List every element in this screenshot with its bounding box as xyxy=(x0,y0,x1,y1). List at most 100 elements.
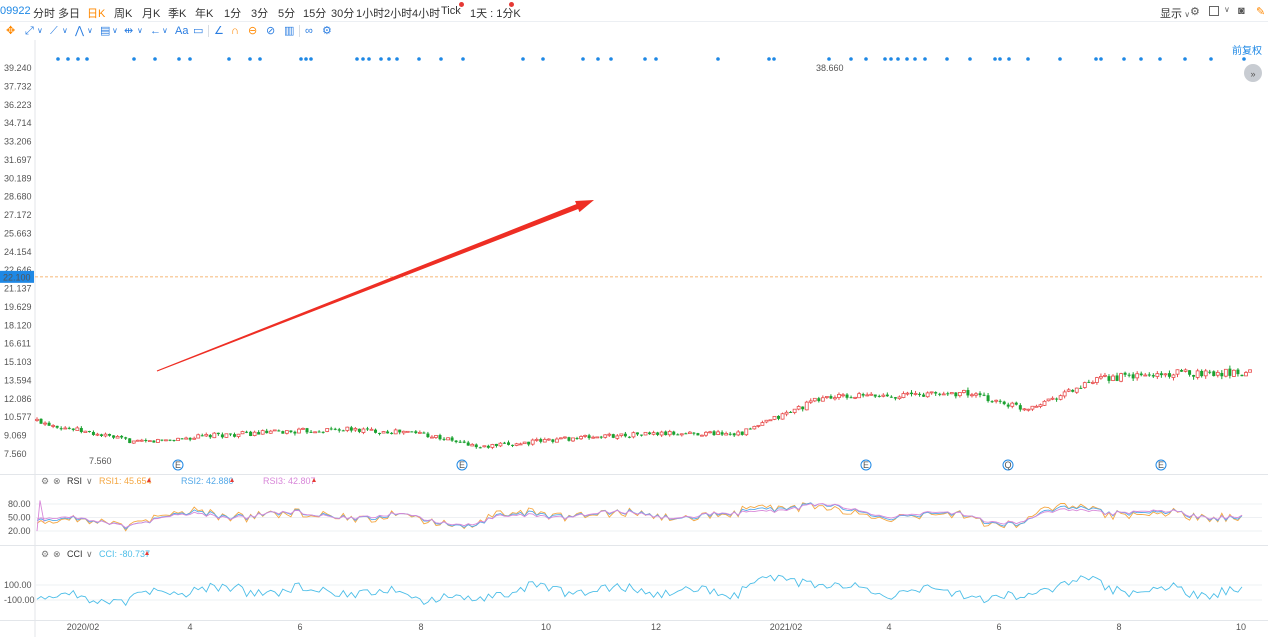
event-dot[interactable] xyxy=(993,57,997,61)
event-dot[interactable] xyxy=(596,57,600,61)
event-dot[interactable] xyxy=(439,57,443,61)
event-dot[interactable] xyxy=(1242,57,1246,61)
note-tool-icon[interactable]: ▭ xyxy=(193,25,204,37)
event-dot[interactable] xyxy=(153,57,157,61)
toolbar-settings-icon[interactable]: ⚙ xyxy=(322,25,332,37)
event-dot[interactable] xyxy=(379,57,383,61)
pencil-icon[interactable]: ✎ xyxy=(1256,6,1266,18)
event-dot[interactable] xyxy=(716,57,720,61)
event-dot[interactable] xyxy=(609,57,613,61)
line-tool-icon[interactable]: ⤢ xyxy=(25,25,34,37)
chevron-down-icon-wave[interactable]: ∨ xyxy=(87,26,93,35)
event-dot[interactable] xyxy=(248,57,252,61)
event-dot[interactable] xyxy=(643,57,647,61)
earnings-marker[interactable] xyxy=(456,459,468,471)
period-tab-daily[interactable]: 日K xyxy=(87,8,106,20)
event-dot[interactable] xyxy=(1026,57,1030,61)
period-tab-custom[interactable]: 1天 : 1分K xyxy=(470,8,521,20)
chevron-down-icon-trend[interactable]: ∨ xyxy=(62,26,68,35)
event-dot[interactable] xyxy=(309,57,313,61)
wave-tool-icon[interactable]: ⋀ xyxy=(75,25,85,37)
checkbox-icon[interactable] xyxy=(1209,6,1219,16)
period-tab-tick[interactable]: Tick xyxy=(441,5,461,17)
display-menu[interactable]: 显示 ∨ xyxy=(1160,5,1190,21)
event-dot[interactable] xyxy=(968,57,972,61)
event-dot[interactable] xyxy=(355,57,359,61)
eye-icon[interactable]: ⊘ xyxy=(266,25,276,37)
event-dot[interactable] xyxy=(417,57,421,61)
event-dot[interactable] xyxy=(827,57,831,61)
chevron-down-icon-2[interactable]: ∨ xyxy=(1224,5,1230,14)
event-dot[interactable] xyxy=(1139,57,1143,61)
arrow-tool-icon[interactable]: ← xyxy=(150,25,161,37)
event-dot[interactable] xyxy=(258,57,262,61)
period-tab-1min[interactable]: 1分 xyxy=(224,8,242,20)
event-dot[interactable] xyxy=(1058,57,1062,61)
event-dot[interactable] xyxy=(188,57,192,61)
period-tab-monthly[interactable]: 月K xyxy=(142,8,161,20)
event-dot[interactable] xyxy=(521,57,525,61)
text-tool-icon[interactable]: Aa xyxy=(175,25,189,37)
event-dot[interactable] xyxy=(299,57,303,61)
event-dot[interactable] xyxy=(56,57,60,61)
period-tab-4hour[interactable]: 4小时 xyxy=(412,8,441,20)
event-dot[interactable] xyxy=(461,57,465,61)
chevron-down-icon-arrow[interactable]: ∨ xyxy=(162,26,168,35)
event-dot[interactable] xyxy=(1183,57,1187,61)
event-dot[interactable] xyxy=(945,57,949,61)
period-tab-1hour[interactable]: 1小时 xyxy=(356,8,385,20)
trend-arrow[interactable] xyxy=(155,194,596,376)
trend-tool-icon[interactable]: ⟋ xyxy=(50,25,58,37)
event-dot[interactable] xyxy=(1099,57,1103,61)
event-dot[interactable] xyxy=(1158,57,1162,61)
event-dot[interactable] xyxy=(1094,57,1098,61)
period-tab-multiday[interactable]: 多日 xyxy=(58,8,80,20)
earnings-marker[interactable] xyxy=(1155,459,1167,471)
earnings-marker[interactable] xyxy=(860,459,872,471)
event-dot[interactable] xyxy=(85,57,89,61)
event-dot[interactable] xyxy=(76,57,80,61)
event-dot[interactable] xyxy=(541,57,545,61)
event-dot[interactable] xyxy=(849,57,853,61)
period-tab-yearly[interactable]: 年K xyxy=(195,8,214,20)
magnet-icon[interactable]: ∩ xyxy=(231,25,239,37)
earnings-marker[interactable] xyxy=(1002,459,1014,471)
event-dot[interactable] xyxy=(905,57,909,61)
event-dot[interactable] xyxy=(367,57,371,61)
settings-gear-icon[interactable]: ⚙ xyxy=(1190,6,1200,18)
collapse-button[interactable] xyxy=(1244,64,1262,82)
event-dot[interactable] xyxy=(227,57,231,61)
period-tab-5min[interactable]: 5分 xyxy=(278,8,296,20)
event-dot[interactable] xyxy=(998,57,1002,61)
period-tab-30min[interactable]: 30分 xyxy=(331,8,355,20)
period-tab-intraday[interactable]: 分时 xyxy=(33,8,55,20)
event-dot[interactable] xyxy=(1209,57,1213,61)
period-tab-3min[interactable]: 3分 xyxy=(251,8,269,20)
trash-icon[interactable]: ▥ xyxy=(284,25,295,37)
event-dot[interactable] xyxy=(913,57,917,61)
range-tool-icon[interactable]: ⇹ xyxy=(124,25,134,37)
period-tab-15min[interactable]: 15分 xyxy=(303,8,327,20)
event-dot[interactable] xyxy=(132,57,136,61)
price-adjust-toggle[interactable]: 前复权 xyxy=(1232,46,1262,57)
event-dot[interactable] xyxy=(361,57,365,61)
event-dot[interactable] xyxy=(767,57,771,61)
camera-icon[interactable]: ◙ xyxy=(1238,5,1245,17)
period-tab-2hour[interactable]: 2小时 xyxy=(384,8,413,20)
event-dot[interactable] xyxy=(883,57,887,61)
lock-icon[interactable]: ⊖ xyxy=(248,25,258,37)
event-dot[interactable] xyxy=(177,57,181,61)
crosshair-move-icon[interactable]: ✥ xyxy=(6,25,16,37)
chevron-down-icon-line[interactable]: ∨ xyxy=(37,26,43,35)
event-dot[interactable] xyxy=(923,57,927,61)
period-tab-weekly[interactable]: 周K xyxy=(114,8,133,20)
period-tab-quarterly[interactable]: 季K xyxy=(168,8,187,20)
event-dot[interactable] xyxy=(772,57,776,61)
price-chart[interactable]: 39.240 37.732 36.223 34.714 33.206 31.697 30.1… xyxy=(0,40,1268,637)
ruler-tool-icon[interactable]: ∠ xyxy=(214,25,224,37)
event-dot[interactable] xyxy=(395,57,399,61)
event-dot[interactable] xyxy=(1007,57,1011,61)
link-icon[interactable]: ∞ xyxy=(305,25,313,37)
earnings-marker[interactable] xyxy=(172,459,184,471)
event-dot[interactable] xyxy=(896,57,900,61)
